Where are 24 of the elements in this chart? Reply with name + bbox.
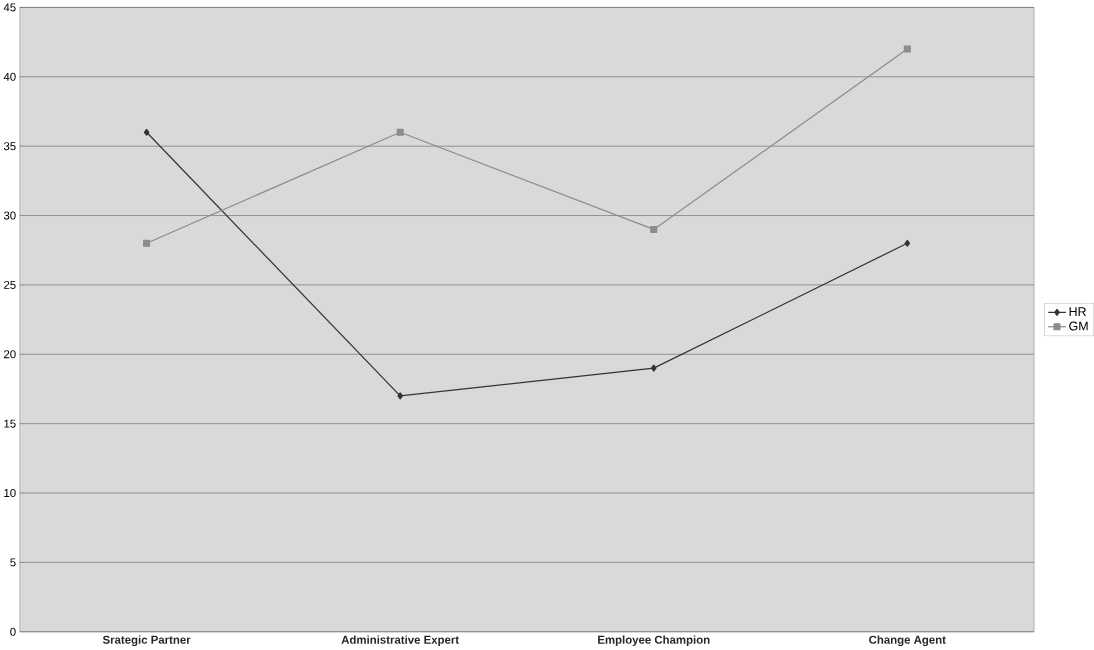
y-tick-label: 30 (3, 211, 16, 220)
y-tick-label: 0 (10, 627, 16, 637)
y-tick-label: 45 (3, 3, 16, 12)
y-tick-label: 35 (3, 142, 16, 151)
point (650, 226, 658, 234)
x-tick-label: Administrative Expert (341, 635, 459, 647)
y-tick-label: 25 (4, 281, 16, 290)
y-tick-label: 15 (4, 419, 16, 428)
point (904, 239, 911, 248)
y-tick-label: 20 (4, 350, 16, 359)
y-tick-label: 5 (10, 558, 16, 567)
x-tick-label: Employee Champion (598, 635, 710, 647)
point (143, 128, 150, 137)
point (397, 392, 403, 400)
point (903, 45, 911, 53)
y-tick-label: 40 (3, 72, 16, 82)
legend-label: HR (1069, 307, 1086, 317)
point (143, 239, 151, 248)
x-tick-label: Change Agent (869, 635, 946, 647)
y-tick-label: 10 (4, 489, 16, 498)
legend-label: GM (1069, 321, 1088, 331)
point (650, 364, 657, 372)
x-tick-label: Srategic Partner (102, 635, 191, 647)
point (396, 128, 404, 137)
